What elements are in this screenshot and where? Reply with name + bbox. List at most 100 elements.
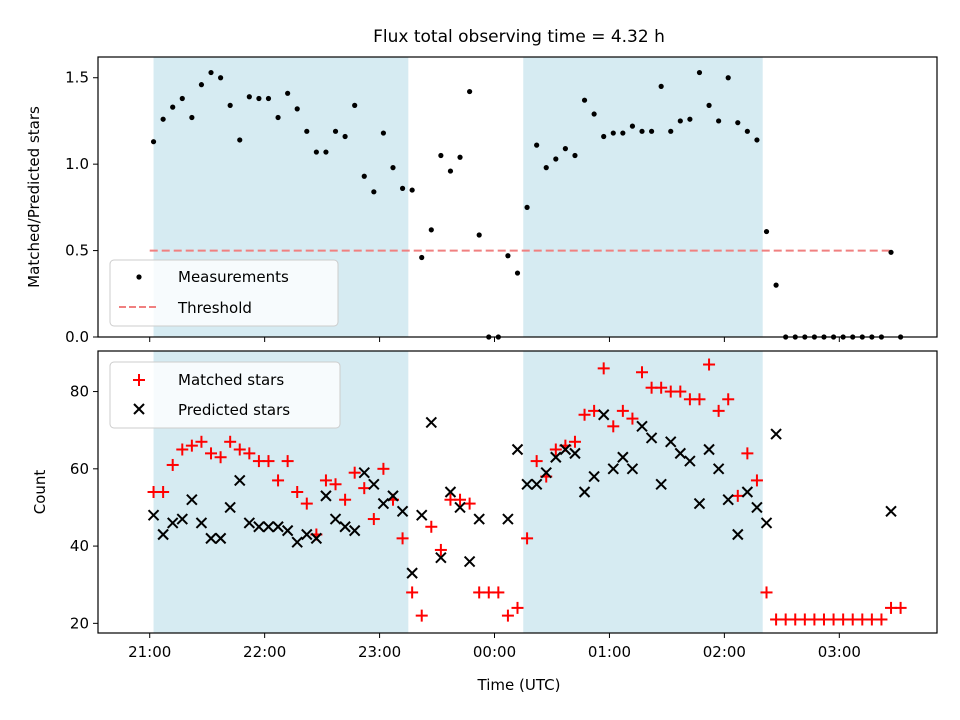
measurement-point (601, 133, 607, 140)
measurement-point (467, 88, 473, 95)
bottom-x-ticks: 21:00 22:00 23:00 00:00 01:00 02:00 03:00 (128, 633, 861, 661)
predicted-point (358, 466, 370, 479)
matched-point (243, 447, 256, 460)
y-tick-label: 1.0 (65, 155, 89, 173)
predicted-point (751, 501, 763, 514)
predicted-point (540, 466, 552, 479)
predicted-point (502, 513, 514, 525)
measurement-point (620, 130, 626, 136)
predicted-point (655, 478, 667, 490)
measurement-point (610, 130, 616, 136)
predicted-point (387, 490, 399, 502)
measurement-point (735, 120, 741, 126)
matched-point (262, 455, 275, 468)
measurement-point (639, 128, 645, 134)
predicted-point (291, 536, 303, 548)
y-tick-label: 0.0 (65, 328, 89, 346)
measurement-point (725, 75, 731, 81)
top-marks (149, 69, 904, 340)
measurement-point (581, 97, 588, 103)
matched-point (377, 462, 390, 475)
measurement-point (371, 189, 377, 195)
measurement-point (342, 133, 348, 140)
legend-matched-label: Matched stars (178, 371, 284, 389)
bottom-plot-frame (97, 350, 938, 634)
matched-point (703, 358, 716, 371)
predicted-point (157, 528, 169, 541)
predicted-point (578, 486, 591, 498)
bottom-legend-box (109, 361, 341, 429)
measurement-point (246, 94, 252, 100)
measurement-point (754, 137, 760, 143)
matched-point (501, 609, 514, 622)
measurement-point (304, 128, 310, 134)
x-tick-label: 03:00 (818, 643, 861, 661)
measurement-point (744, 128, 750, 134)
bottom-legend: Matched stars Predicted stars (109, 361, 341, 429)
predicted-point (741, 486, 754, 498)
bottom-y-ticks: 20 40 60 80 (70, 383, 98, 632)
top-panel: 0.0 0.5 1.0 1.5 Matched/Predicted stars Mea… (25, 56, 938, 346)
matched-point (157, 486, 170, 498)
matched-point (568, 435, 581, 448)
matched-point (415, 609, 428, 622)
predicted-point (885, 505, 897, 518)
predicted-point (684, 455, 696, 467)
matched-point (300, 497, 313, 510)
predicted-point (597, 409, 610, 421)
measurement-point (505, 253, 511, 259)
measurement-point (629, 123, 636, 129)
predicted-point (626, 463, 639, 475)
matched-point (358, 482, 371, 495)
predicted-point (530, 478, 543, 490)
observing-band-1 (523, 57, 763, 337)
matched-point (894, 601, 907, 614)
predicted-point (511, 443, 524, 456)
predicted-point (348, 524, 361, 537)
matched-point (530, 455, 543, 468)
predicted-point (703, 443, 715, 456)
measurement-point (179, 95, 185, 102)
predicted-point (416, 509, 428, 521)
predicted-point (559, 443, 572, 456)
bottom-y-axis-label: Count (31, 470, 49, 515)
x-tick-label: 00:00 (473, 643, 516, 661)
matched-point (578, 408, 591, 421)
matched-point (233, 443, 246, 456)
predicted-point (281, 524, 294, 537)
y-tick-label: 40 (70, 537, 89, 555)
predicted-point (186, 494, 198, 506)
matched-point (205, 447, 218, 460)
measurement-point (160, 116, 166, 122)
matched-point (674, 385, 687, 398)
matched-point (655, 381, 668, 394)
matched-point (339, 493, 352, 506)
predicted-point (569, 447, 581, 460)
matched-point (722, 393, 735, 406)
matched-point (712, 404, 725, 417)
measurement-point (332, 128, 339, 134)
measurement-point (476, 232, 482, 238)
measurement-point (428, 227, 434, 233)
measurement-point (265, 95, 272, 102)
measurement-point (668, 128, 674, 134)
predicted-point (770, 428, 782, 440)
matched-point (434, 543, 447, 556)
measurement-point (285, 90, 291, 96)
measurement-point (658, 83, 664, 89)
predicted-point (425, 416, 438, 429)
predicted-point (645, 432, 658, 444)
predicted-point (339, 521, 351, 533)
measurement-point (294, 106, 300, 112)
predicted-point (454, 501, 466, 514)
predicted-point (463, 555, 476, 568)
predicted-point (377, 497, 390, 510)
x-tick-label: 02:00 (703, 643, 746, 661)
top-plot-frame (97, 56, 938, 338)
matched-point (693, 393, 706, 406)
matched-point (750, 474, 763, 487)
x-tick-label: 01:00 (588, 643, 631, 661)
predicted-point (760, 517, 773, 529)
matched-point (329, 478, 342, 491)
matched-point (636, 366, 649, 379)
